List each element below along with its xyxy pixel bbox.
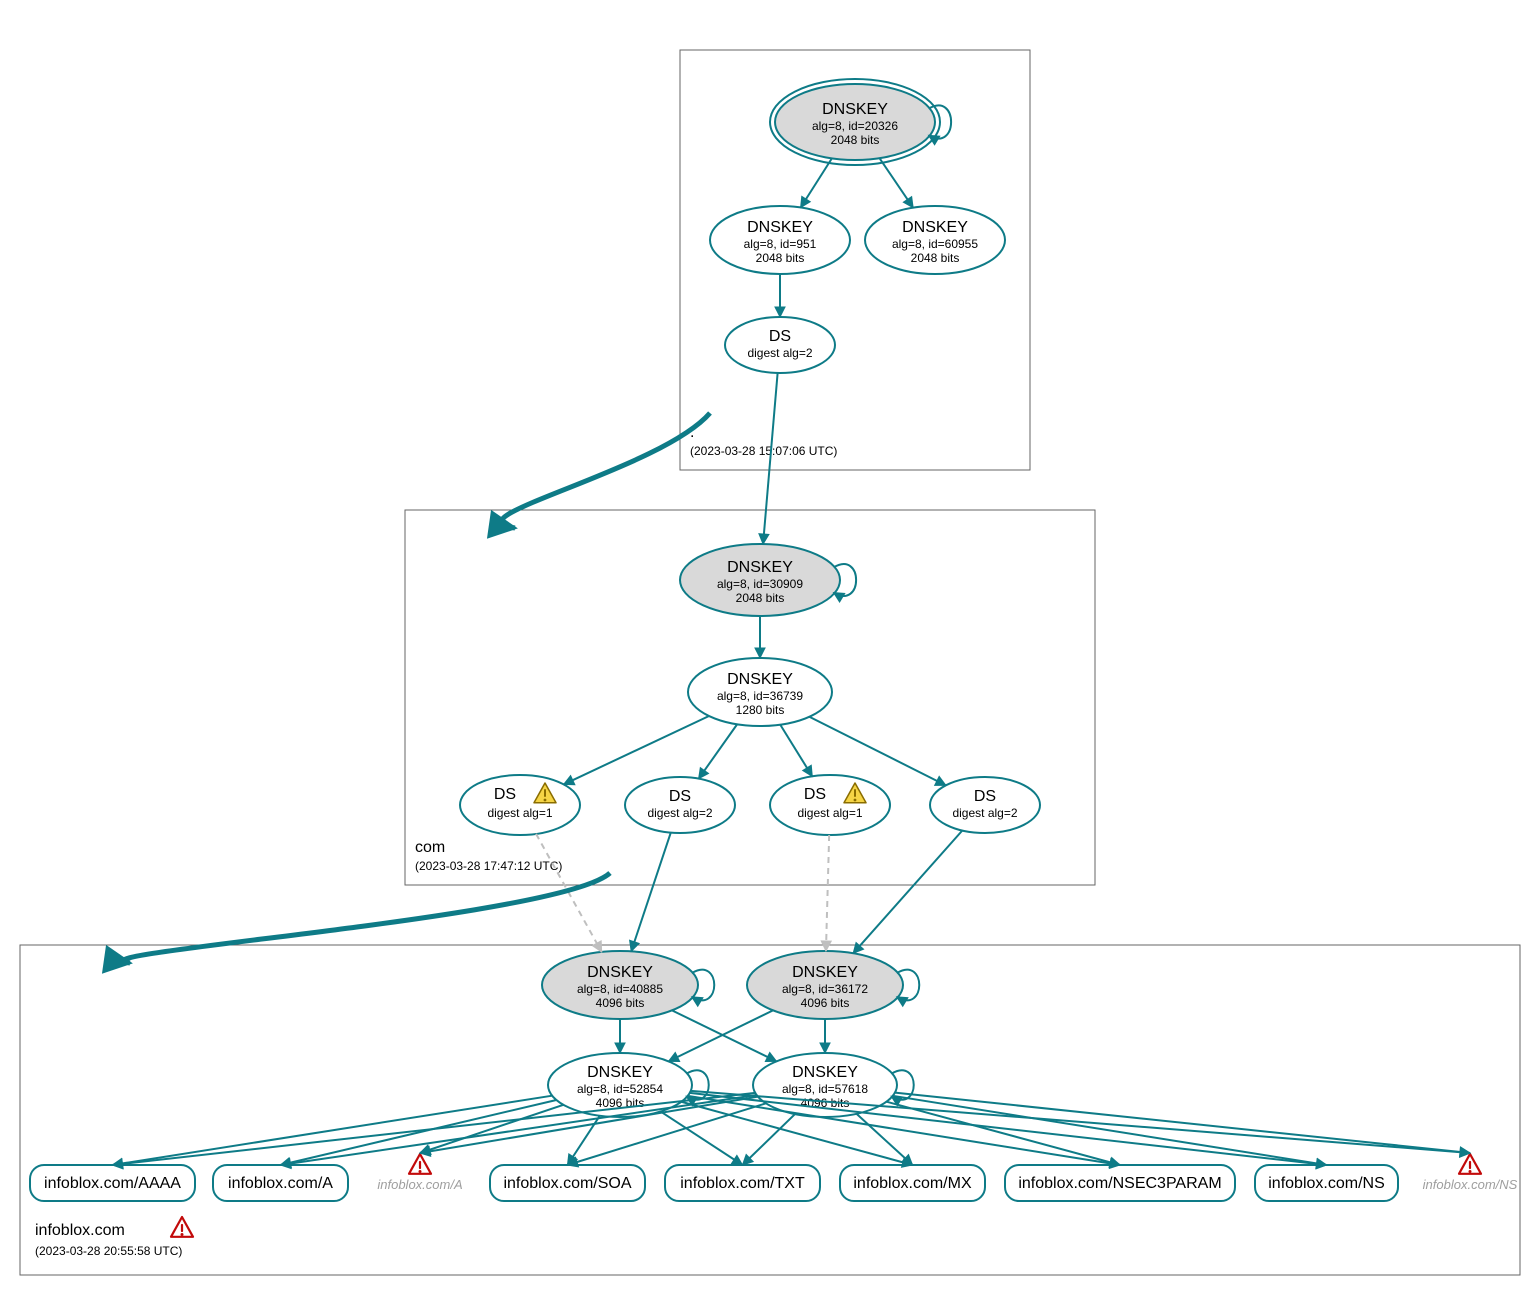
node-n8[interactable]: DS digest alg=1 — [770, 775, 890, 835]
rrset-r2[interactable]: infoblox.com/SOA — [490, 1165, 645, 1201]
svg-text:infoblox.com/SOA: infoblox.com/SOA — [503, 1175, 631, 1192]
rrset-r4[interactable]: infoblox.com/MX — [840, 1165, 985, 1201]
svg-text:alg=8, id=36739: alg=8, id=36739 — [717, 689, 803, 703]
edge-n10-n13 — [672, 1010, 777, 1061]
svg-text:digest alg=2: digest alg=2 — [952, 806, 1017, 820]
node-n3[interactable]: DSdigest alg=2 — [725, 317, 835, 373]
node-n7[interactable]: DSdigest alg=2 — [625, 777, 735, 833]
svg-text:DS: DS — [494, 786, 516, 803]
edge-n0-n2 — [880, 158, 914, 208]
svg-text:digest alg=1: digest alg=1 — [797, 806, 862, 820]
svg-text:alg=8, id=52854: alg=8, id=52854 — [577, 1082, 663, 1096]
svg-text:infoblox.com/AAAA: infoblox.com/AAAA — [44, 1175, 181, 1192]
svg-text:infoblox.com/NS: infoblox.com/NS — [1423, 1177, 1518, 1192]
zone-timestamp: (2023-03-28 15:07:06 UTC) — [690, 444, 837, 458]
node-n9[interactable]: DSdigest alg=2 — [930, 777, 1040, 833]
edge-n13-r3 — [743, 1114, 796, 1165]
svg-text:2048 bits: 2048 bits — [911, 251, 960, 265]
node-n1[interactable]: DNSKEYalg=8, id=9512048 bits — [710, 206, 850, 274]
svg-text:alg=8, id=60955: alg=8, id=60955 — [892, 237, 978, 251]
svg-text:alg=8, id=40885: alg=8, id=40885 — [577, 982, 663, 996]
edge-n6-n10 — [536, 834, 602, 952]
svg-text:2048 bits: 2048 bits — [736, 591, 785, 605]
node-n4[interactable]: DNSKEYalg=8, id=309092048 bits — [680, 544, 856, 616]
zone-timestamp: (2023-03-28 17:47:12 UTC) — [415, 859, 562, 873]
svg-text:DS: DS — [974, 788, 996, 805]
edge-n11-n12 — [668, 1010, 773, 1061]
svg-text:DNSKEY: DNSKEY — [727, 559, 793, 576]
svg-text:infoblox.com/A: infoblox.com/A — [377, 1177, 462, 1192]
error-icon — [409, 1154, 431, 1174]
svg-text:DS: DS — [804, 786, 826, 803]
rrset-bogus-b1: infoblox.com/NS — [1423, 1154, 1518, 1192]
rrset-r6[interactable]: infoblox.com/NS — [1255, 1165, 1398, 1201]
edge-n7-n10 — [631, 833, 671, 952]
edge-n12-r3 — [661, 1111, 743, 1165]
rrset-bogus-b0: infoblox.com/A — [377, 1154, 462, 1192]
edge-n5-n7 — [699, 724, 738, 778]
zone-arrow-com — [501, 413, 710, 528]
error-icon — [1459, 1154, 1481, 1174]
svg-text:2048 bits: 2048 bits — [831, 133, 880, 147]
zone-arrow-inf — [123, 873, 610, 963]
rrset-r3[interactable]: infoblox.com/TXT — [665, 1165, 820, 1201]
edge-n3-n4 — [763, 373, 778, 544]
node-n6[interactable]: DS digest alg=1 — [460, 775, 580, 835]
svg-text:DNSKEY: DNSKEY — [587, 1064, 653, 1081]
zone-title: infoblox.com — [35, 1222, 125, 1239]
edge-n8-n11 — [826, 835, 829, 951]
svg-text:DS: DS — [669, 788, 691, 805]
node-n5[interactable]: DNSKEYalg=8, id=367391280 bits — [688, 658, 832, 726]
edge-n5-n8 — [780, 725, 812, 777]
rrset-r1[interactable]: infoblox.com/A — [213, 1165, 348, 1201]
edge-n0-n1 — [801, 158, 832, 207]
zone-timestamp: (2023-03-28 20:55:58 UTC) — [35, 1244, 182, 1258]
svg-text:DNSKEY: DNSKEY — [727, 671, 793, 688]
node-n0[interactable]: DNSKEYalg=8, id=203262048 bits — [770, 79, 951, 165]
svg-text:digest alg=2: digest alg=2 — [647, 806, 712, 820]
svg-text:alg=8, id=57618: alg=8, id=57618 — [782, 1082, 868, 1096]
edge-n13-r1 — [281, 1095, 757, 1165]
node-n10[interactable]: DNSKEYalg=8, id=408854096 bits — [542, 951, 714, 1019]
svg-text:DNSKEY: DNSKEY — [792, 964, 858, 981]
svg-text:infoblox.com/A: infoblox.com/A — [228, 1175, 333, 1192]
svg-text:alg=8, id=951: alg=8, id=951 — [744, 237, 817, 251]
svg-text:DNSKEY: DNSKEY — [822, 101, 888, 118]
svg-text:infoblox.com/NS: infoblox.com/NS — [1268, 1175, 1385, 1192]
rrset-r5[interactable]: infoblox.com/NSEC3PARAM — [1005, 1165, 1235, 1201]
svg-text:infoblox.com/MX: infoblox.com/MX — [853, 1175, 972, 1192]
node-n2[interactable]: DNSKEYalg=8, id=609552048 bits — [865, 206, 1005, 274]
zone-title: com — [415, 839, 445, 856]
error-icon — [171, 1217, 193, 1237]
svg-text:DNSKEY: DNSKEY — [587, 964, 653, 981]
svg-text:digest alg=1: digest alg=1 — [487, 806, 552, 820]
dnssec-graph: .(2023-03-28 15:07:06 UTC)com(2023-03-28… — [0, 0, 1539, 1303]
svg-text:digest alg=2: digest alg=2 — [747, 346, 812, 360]
edge-n5-n6 — [564, 716, 709, 784]
svg-text:1280 bits: 1280 bits — [736, 703, 785, 717]
svg-text:infoblox.com/NSEC3PARAM: infoblox.com/NSEC3PARAM — [1018, 1175, 1221, 1192]
svg-text:alg=8, id=20326: alg=8, id=20326 — [812, 119, 898, 133]
svg-text:DS: DS — [769, 328, 791, 345]
svg-text:DNSKEY: DNSKEY — [747, 219, 813, 236]
svg-text:DNSKEY: DNSKEY — [902, 219, 968, 236]
svg-text:alg=8, id=36172: alg=8, id=36172 — [782, 982, 868, 996]
svg-text:2048 bits: 2048 bits — [756, 251, 805, 265]
svg-text:4096 bits: 4096 bits — [596, 996, 645, 1010]
svg-text:infoblox.com/TXT: infoblox.com/TXT — [680, 1175, 805, 1192]
node-n11[interactable]: DNSKEYalg=8, id=361724096 bits — [747, 951, 919, 1019]
edge-n9-n11 — [853, 831, 962, 954]
rrset-r0[interactable]: infoblox.com/AAAA — [30, 1165, 195, 1201]
svg-text:DNSKEY: DNSKEY — [792, 1064, 858, 1081]
svg-text:alg=8, id=30909: alg=8, id=30909 — [717, 577, 803, 591]
svg-text:4096 bits: 4096 bits — [801, 996, 850, 1010]
